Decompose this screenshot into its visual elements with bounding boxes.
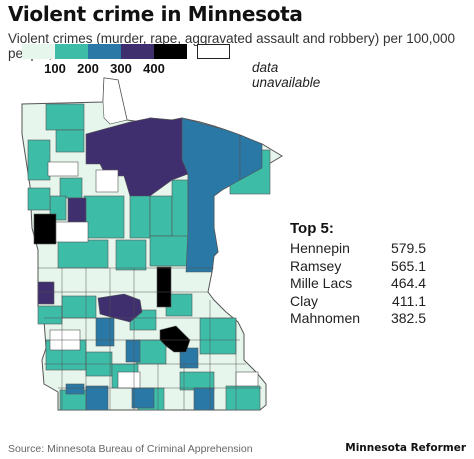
county-name: Mille Lacs <box>290 275 353 291</box>
legend-swatch-unavailable <box>197 44 230 59</box>
county-rate: 382.5 <box>390 310 426 326</box>
top-five-row: Clay 411.1 <box>290 293 426 311</box>
legend-swatch-bin-3 <box>88 44 121 59</box>
legend-swatch-bin-2 <box>55 44 88 59</box>
top-five-heading: Top 5: <box>290 220 334 237</box>
county-name: Ramsey <box>290 257 342 274</box>
page-title: Violent crime in Minnesota <box>8 2 303 26</box>
top-five-panel: Top 5: Hennepin 579.5 Ramsey 565.1 Mille… <box>290 220 426 328</box>
top-five-row: Ramsey 565.1 <box>290 258 426 276</box>
county-borders <box>38 267 262 410</box>
counties-300-400 <box>37 117 189 323</box>
county-name: Clay <box>290 292 319 309</box>
county-name: Hennepin <box>290 240 350 256</box>
legend-swatch-bin-4 <box>121 44 154 59</box>
legend-tick-100: 100 <box>44 61 66 76</box>
top-five-row: Mille Lacs 464.4 <box>290 275 426 293</box>
legend-tick-400: 400 <box>143 61 165 76</box>
counties-200-300 <box>65 117 263 411</box>
top-five-row: Mahnomen 382.5 <box>290 310 426 328</box>
counties-400-plus <box>33 213 191 353</box>
legend-unavailable-label: data unavailable <box>252 60 321 90</box>
county-rate: 579.5 <box>390 240 426 256</box>
top-five-row: Hennepin 579.5 <box>290 240 426 258</box>
legend-swatch-bin-5 <box>154 44 187 59</box>
county-rate: 565.1 <box>390 257 426 274</box>
publisher-logo: Minnesota Reformer <box>345 442 466 454</box>
county-rate: 411.1 <box>392 292 426 309</box>
legend-tick-300: 300 <box>110 61 132 76</box>
legend-tick-200: 200 <box>77 61 99 76</box>
source-credit: Source: Minnesota Bureau of Criminal App… <box>8 443 253 455</box>
county-name: Mahnomen <box>290 310 361 326</box>
county-rate: 464.4 <box>390 275 426 291</box>
legend-swatch-bin-1 <box>22 44 55 59</box>
